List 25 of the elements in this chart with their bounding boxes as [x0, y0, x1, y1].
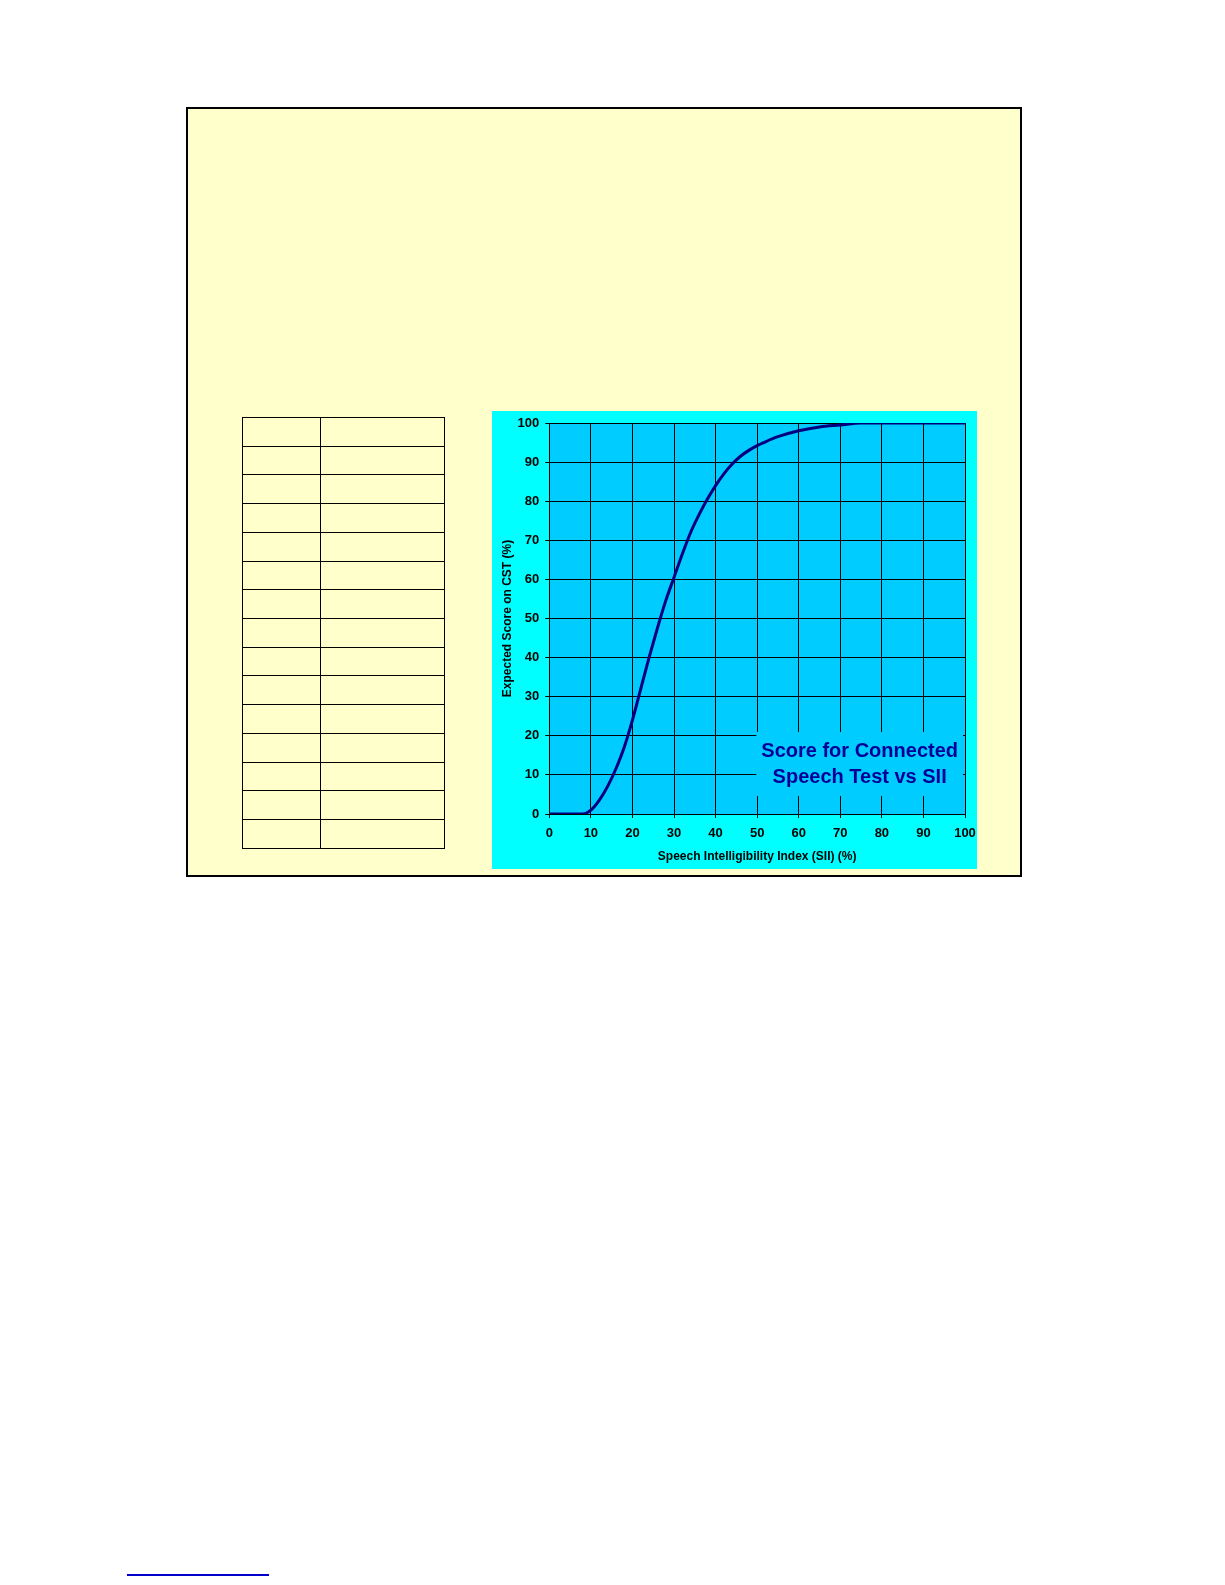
- x-tick-label: 100: [954, 825, 976, 841]
- y-tick-label: 10: [524, 766, 540, 782]
- x-tick-label: 80: [874, 825, 890, 841]
- x-tick-label: 10: [583, 825, 599, 841]
- y-tick-label: 50: [524, 610, 540, 626]
- x-tick-label: 30: [666, 825, 682, 841]
- x-tick-label: 70: [833, 825, 848, 841]
- y-tick-label: 30: [524, 688, 540, 704]
- x-axis-title: Speech Intelligibility Index (SII) (%): [657, 849, 857, 864]
- y-tick-label: 40: [524, 649, 540, 665]
- y-axis-title: Expected Score on CST (%): [499, 539, 514, 698]
- y-tick-label: 80: [524, 492, 540, 508]
- x-tick-label: 60: [791, 825, 806, 841]
- text: Score for Connected Speech Test vs SII: [761, 738, 958, 787]
- x-tick-label: 90: [916, 825, 931, 841]
- x-tick-label: 50: [749, 825, 765, 841]
- y-tick-label: 20: [524, 727, 540, 743]
- y-tick-label: 90: [524, 453, 540, 469]
- x-tick-label: 20: [625, 825, 640, 841]
- x-tick-label: 40: [708, 825, 723, 841]
- x-tick-label: 0: [545, 825, 553, 841]
- y-tick-label: 70: [524, 531, 540, 547]
- y-tick-label: 0: [532, 805, 540, 821]
- y-tick-label: 60: [524, 570, 540, 586]
- y-tick-label: 100: [517, 414, 540, 430]
